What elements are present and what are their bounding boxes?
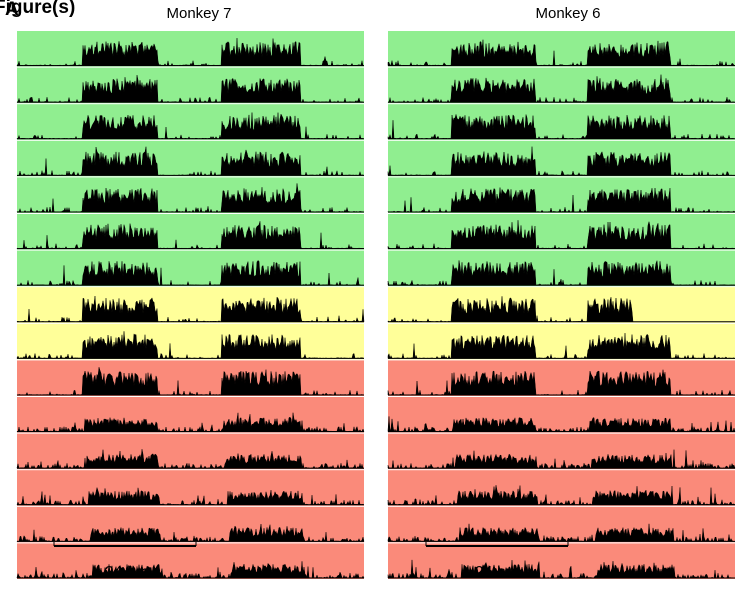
row-background-green [388, 214, 735, 250]
panel-title-monkey-6: Monkey 6 [535, 5, 601, 22]
row-background-red [17, 360, 364, 396]
actogram-row [387, 214, 736, 250]
actogram-row [387, 31, 736, 67]
row-background-red [17, 433, 364, 470]
row-background-red [17, 543, 364, 579]
row-background-green [388, 67, 735, 104]
scale-bar-left [53, 542, 197, 547]
actogram-row [16, 543, 365, 579]
row-background-yellow [17, 287, 364, 323]
row-background-green [388, 250, 735, 287]
row-background-red [17, 470, 364, 506]
activity-trace [387, 39, 736, 67]
activity-trace [387, 369, 736, 396]
scale-bar-label-right: 24 hrs [474, 564, 520, 581]
row-background-red [388, 360, 735, 396]
row-background-green [388, 140, 735, 177]
actogram-row [387, 250, 736, 287]
row-background-red [17, 506, 364, 543]
actogram-panel-monkey-6 [387, 31, 736, 579]
actogram-row [387, 177, 736, 213]
actogram-row [387, 506, 736, 543]
actogram-row [16, 287, 365, 323]
actogram-row [16, 506, 365, 543]
row-background-yellow [388, 287, 735, 323]
row-background-red [388, 433, 735, 470]
row-background-red [388, 506, 735, 543]
row-background-yellow [388, 323, 735, 360]
row-background-green [17, 67, 364, 104]
row-background-green [17, 140, 364, 177]
panel-label: A [5, 0, 19, 20]
actogram-row [16, 104, 365, 140]
row-background-green [17, 177, 364, 213]
actogram-row [387, 543, 736, 579]
actogram-row [16, 397, 365, 433]
actogram-row [387, 397, 736, 433]
actogram-row [387, 323, 736, 360]
actogram-row [387, 67, 736, 104]
actogram-row [16, 250, 365, 287]
panel-title-monkey-7: Monkey 7 [166, 5, 232, 22]
row-background-red [388, 470, 735, 506]
scale-bar-right [425, 542, 569, 547]
actogram-row [16, 214, 365, 250]
actogram-row [387, 104, 736, 140]
actogram-row [16, 470, 365, 506]
actogram-row [387, 470, 736, 506]
row-background-green [17, 31, 364, 67]
row-background-red [388, 543, 735, 579]
actogram-row [387, 287, 735, 323]
actogram-row [16, 433, 365, 470]
actogram-row [16, 323, 365, 360]
actogram-panel-monkey-7 [16, 31, 365, 579]
actogram-row [387, 360, 736, 396]
scale-bar-label-left: 24 hrs [104, 564, 150, 581]
row-background-green [388, 177, 735, 213]
actogram-row [16, 140, 365, 177]
actogram-row [16, 67, 365, 104]
actogram-row [16, 360, 365, 396]
actogram-row [16, 177, 365, 213]
row-background-red [17, 397, 364, 433]
activity-trace [16, 412, 365, 433]
row-background-green [388, 104, 735, 140]
activity-trace [387, 523, 736, 543]
actogram-row [387, 140, 736, 177]
row-background-yellow [17, 323, 364, 360]
actogram-row [16, 31, 364, 67]
row-background-green [17, 104, 364, 140]
figure-heading: Figure(s) [0, 0, 76, 18]
row-background-green [388, 31, 735, 67]
row-background-red [388, 397, 735, 433]
actogram-row [387, 433, 736, 470]
row-background-green [17, 250, 364, 287]
row-background-green [17, 214, 364, 250]
